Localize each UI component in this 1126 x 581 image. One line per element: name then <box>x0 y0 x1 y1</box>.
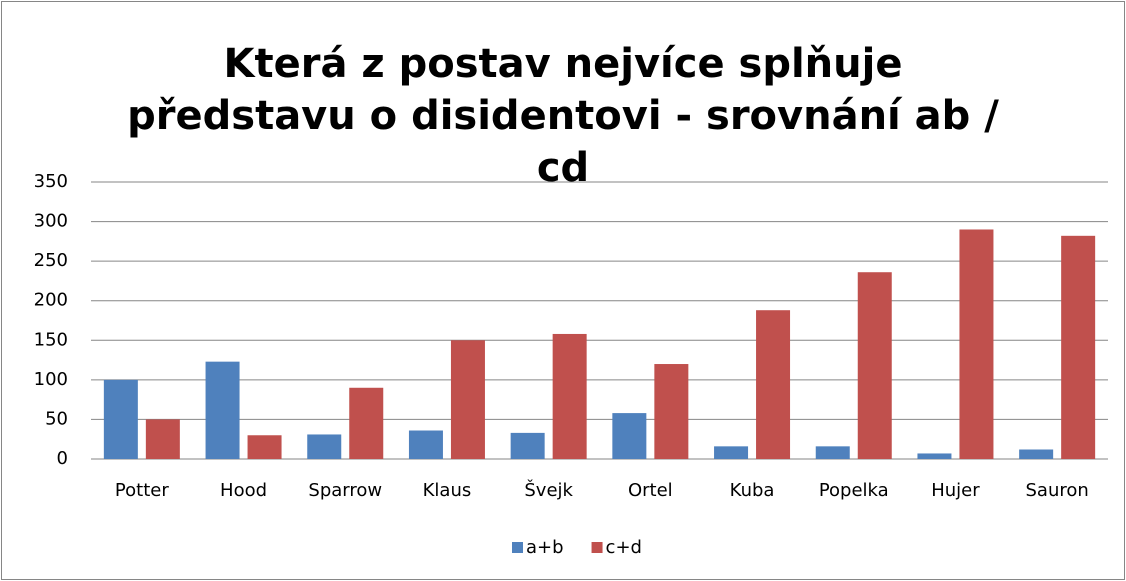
bar <box>756 310 791 459</box>
x-tick-label: Ortel <box>628 480 673 501</box>
legend-label: a+b <box>526 537 564 558</box>
y-tick-label: 0 <box>57 448 68 469</box>
bar <box>1061 235 1096 459</box>
bar <box>205 361 240 459</box>
legend-label: c+d <box>606 537 642 558</box>
x-tick-label: Kuba <box>730 480 775 501</box>
bar <box>450 340 485 459</box>
y-tick-label: 300 <box>34 211 68 232</box>
bar <box>307 434 342 459</box>
bar <box>654 364 689 459</box>
legend-swatch <box>512 542 523 553</box>
bar <box>510 432 545 459</box>
y-tick-label: 150 <box>34 329 68 350</box>
x-tick-label: Hujer <box>931 480 980 501</box>
x-tick-label: Sparrow <box>308 480 382 501</box>
bar <box>815 446 850 459</box>
y-tick-label: 100 <box>34 369 68 390</box>
y-tick-label: 50 <box>45 408 68 429</box>
x-tick-label: Hood <box>220 480 267 501</box>
y-tick-label: 250 <box>34 250 68 271</box>
bar <box>714 446 749 459</box>
bar <box>145 419 180 459</box>
bar <box>552 333 587 459</box>
legend-swatch <box>591 542 603 553</box>
x-tick-label: Sauron <box>1026 480 1089 501</box>
x-tick-label: Švejk <box>524 479 573 501</box>
bar <box>247 435 282 459</box>
bar <box>612 413 647 459</box>
bar <box>103 379 138 459</box>
x-tick-label: Klaus <box>423 480 472 501</box>
bar <box>959 229 994 459</box>
y-tick-label: 350 <box>34 171 68 192</box>
chart-title: Která z postav nejvíce splňuje představu… <box>127 41 999 191</box>
bar <box>917 453 952 459</box>
y-tick-label: 200 <box>34 290 68 311</box>
x-tick-label: Popelka <box>819 480 889 501</box>
bar <box>349 387 384 459</box>
bar <box>408 430 443 459</box>
x-tick-label: Potter <box>115 480 169 501</box>
bar <box>1019 449 1054 459</box>
bar <box>857 272 892 459</box>
